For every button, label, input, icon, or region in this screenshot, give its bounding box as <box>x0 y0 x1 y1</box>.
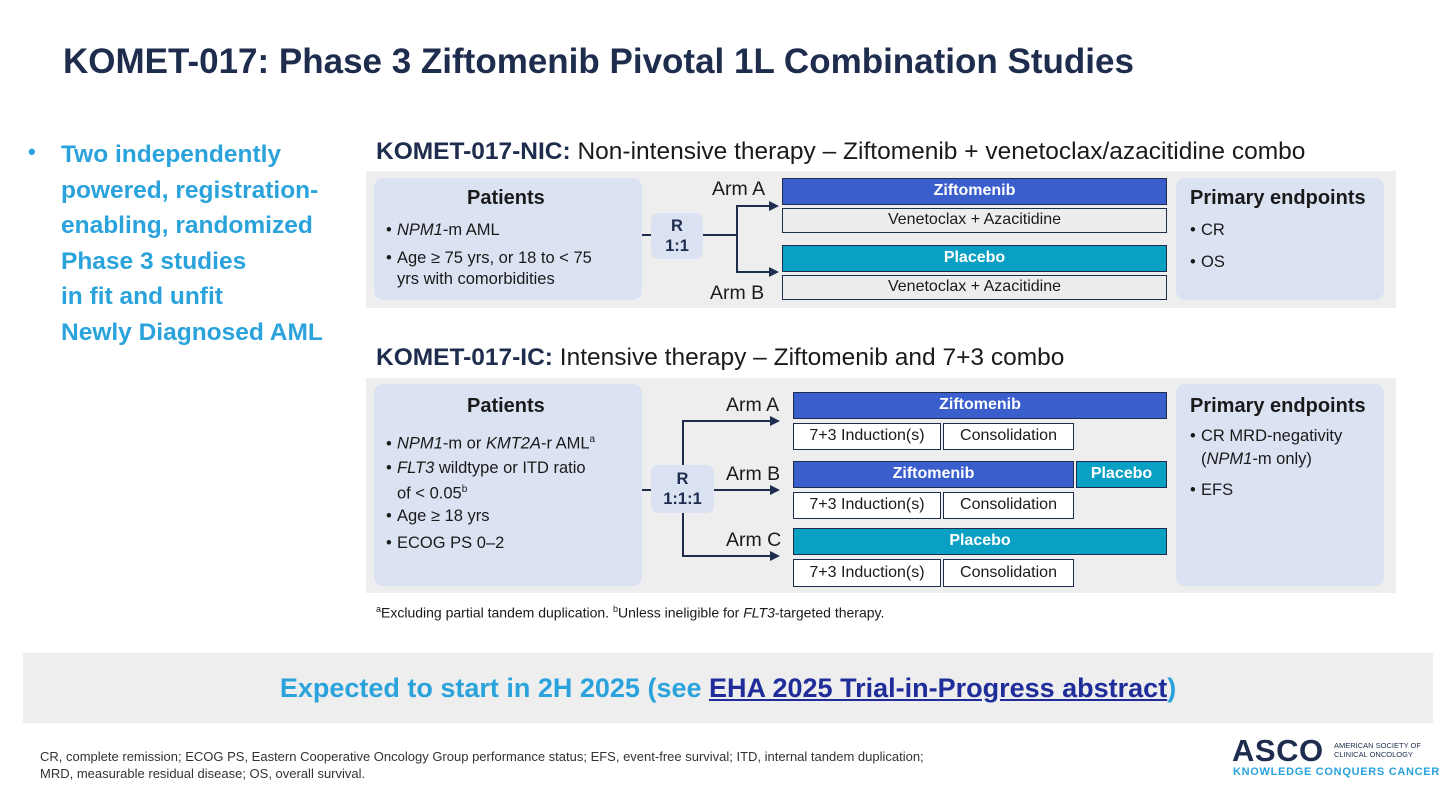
nic-endpoints-card: Primary endpoints • CR • OS <box>1176 178 1384 300</box>
ic-arm-a-consolidation-box: Consolidation <box>943 423 1074 450</box>
bullet-text: Two independently powered, registration-… <box>61 137 361 350</box>
ic-patient-item: • NPM1-m or KMT2A-r AMLa <box>386 434 596 453</box>
ic-randomization-box: R 1:1:1 <box>651 465 714 513</box>
nic-arm-b-arrowhead-icon <box>769 267 779 277</box>
ic-patients-heading: Patients <box>467 395 545 417</box>
ic-endpoint-item: • EFS <box>1190 481 1234 499</box>
bullet-line: enabling, randomized <box>61 212 313 239</box>
ic-arm-b-arrowhead-icon <box>770 485 780 495</box>
nic-arm-b-label: Arm B <box>710 282 765 304</box>
bullet-line: Newly Diagnosed AML <box>61 318 323 346</box>
nic-arm-a-arrow-line <box>736 205 770 207</box>
nic-arm-a-label: Arm A <box>712 178 766 200</box>
ic-arm-b-induction-box: 7+3 Induction(s) <box>793 492 941 519</box>
ic-arm-a-arrowhead-icon <box>770 416 780 426</box>
ic-rand-label: R <box>676 470 689 488</box>
abbreviations: CR, complete remission; ECOG PS, Eastern… <box>40 748 924 782</box>
nic-arm-b-arrow-line <box>736 271 770 273</box>
ic-arm-c-placebo-bar: Placebo <box>793 528 1167 555</box>
ic-rand-ratio: 1:1:1 <box>663 490 702 508</box>
nic-patients-heading: Patients <box>467 187 545 209</box>
ic-patients-card: Patients • NPM1-m or KMT2A-r AMLa • FLT3 w… <box>374 384 642 586</box>
ic-endpoint-item: (NPM1-m only) <box>1201 450 1312 468</box>
ic-arm-c-arrowhead-icon <box>770 551 780 561</box>
ic-endpoints-heading: Primary endpoints <box>1190 395 1366 417</box>
ic-arm-b-label: Arm B <box>726 463 781 485</box>
ic-patient-item: of < 0.05b <box>397 484 468 503</box>
ic-arm-c-induction-box: 7+3 Induction(s) <box>793 559 941 587</box>
ic-endpoints-card: Primary endpoints • CR MRD-negativity (NP… <box>1176 384 1384 586</box>
start-banner: Expected to start in 2H 2025 (see EHA 20… <box>23 653 1433 723</box>
nic-arm-a-venaza-bar: Venetoclax + Azacitidine <box>782 208 1167 233</box>
footnote: aExcluding partial tandem duplication. b… <box>376 604 885 621</box>
ic-arm-b-arrow-line <box>714 489 771 491</box>
nic-connector-line <box>642 234 651 236</box>
ic-arm-a-induction-box: 7+3 Induction(s) <box>793 423 941 450</box>
asco-logo: ASCO <box>1232 733 1324 768</box>
ic-arm-b-consolidation-box: Consolidation <box>943 492 1074 519</box>
nic-endpoint-item: • CR <box>1190 221 1225 239</box>
nic-connector-line <box>736 205 738 272</box>
nic-arm-a-ziftomenib-bar: Ziftomenib <box>782 178 1167 205</box>
nic-arm-b-venaza-bar: Venetoclax + Azacitidine <box>782 275 1167 300</box>
bullet-line: Two independently <box>61 141 282 168</box>
nic-patient-item: yrs with comorbidities <box>397 270 555 288</box>
banner-text: Expected to start in 2H 2025 (see EHA 20… <box>279 673 1177 703</box>
nic-patient-item: • NPM1-m AML <box>386 221 500 239</box>
ic-arm-b-placebo-bar: Placebo <box>1076 461 1167 488</box>
ic-arm-c-consolidation-box: Consolidation <box>943 559 1074 587</box>
nic-section-title: KOMET-017-NIC: Non-intensive therapy – Z… <box>376 138 1306 165</box>
nic-endpoints-heading: Primary endpoints <box>1190 187 1366 209</box>
abbreviation-line: MRD, measurable residual disease; OS, ov… <box>40 766 366 781</box>
nic-patients-card: Patients • NPM1-m AML • Age ≥ 75 yrs, or 1… <box>374 178 642 300</box>
nic-patient-item: • Age ≥ 75 yrs, or 18 to < 75 <box>386 249 592 267</box>
nic-arm-a-arrowhead-icon <box>769 201 779 211</box>
ic-connector-line <box>682 420 684 465</box>
ic-section-title: KOMET-017-IC: Intensive therapy – Ziftom… <box>376 344 1065 371</box>
nic-randomization-box: R 1:1 <box>651 213 703 259</box>
bullet-line: in fit and unfit <box>61 283 223 310</box>
ic-arm-b-ziftomenib-bar: Ziftomenib <box>793 461 1074 488</box>
ic-arm-a-label: Arm A <box>726 394 780 416</box>
nic-endpoint-item: • OS <box>1190 253 1225 271</box>
slide-title: KOMET-017: Phase 3 Ziftomenib Pivotal 1L… <box>63 42 1134 81</box>
eha-abstract-link[interactable]: EHA 2025 Trial-in-Progress abstract <box>709 673 1168 703</box>
ic-patient-item: • ECOG PS 0–2 <box>386 534 505 552</box>
nic-arm-b-placebo-bar: Placebo <box>782 245 1167 272</box>
abbreviation-line: CR, complete remission; ECOG PS, Eastern… <box>40 749 924 764</box>
ic-arm-a-ziftomenib-bar: Ziftomenib <box>793 392 1167 419</box>
ic-connector-line <box>642 489 651 491</box>
nic-rand-ratio: 1:1 <box>665 237 689 255</box>
ic-arm-c-label: Arm C <box>726 529 782 551</box>
ic-endpoint-item: • CR MRD-negativity <box>1190 427 1343 445</box>
ic-patient-item: • Age ≥ 18 yrs <box>386 507 490 525</box>
bullet-line: Phase 3 studies <box>61 247 247 275</box>
asco-logo-subtitle: AMERICAN SOCIETY OF CLINICAL ONCOLOGY <box>1334 741 1421 759</box>
ic-arm-c-arrow-line <box>682 555 771 557</box>
ic-connector-line <box>682 513 684 556</box>
nic-connector-line <box>703 234 737 236</box>
bullet-marker: • <box>28 139 36 164</box>
ic-arm-a-arrow-line <box>682 420 771 422</box>
ic-patient-item: • FLT3 wildtype or ITD ratio <box>386 459 586 477</box>
asco-tagline: KNOWLEDGE CONQUERS CANCER <box>1233 766 1440 778</box>
bullet-line: powered, registration- <box>61 176 319 204</box>
nic-rand-label: R <box>671 217 683 235</box>
